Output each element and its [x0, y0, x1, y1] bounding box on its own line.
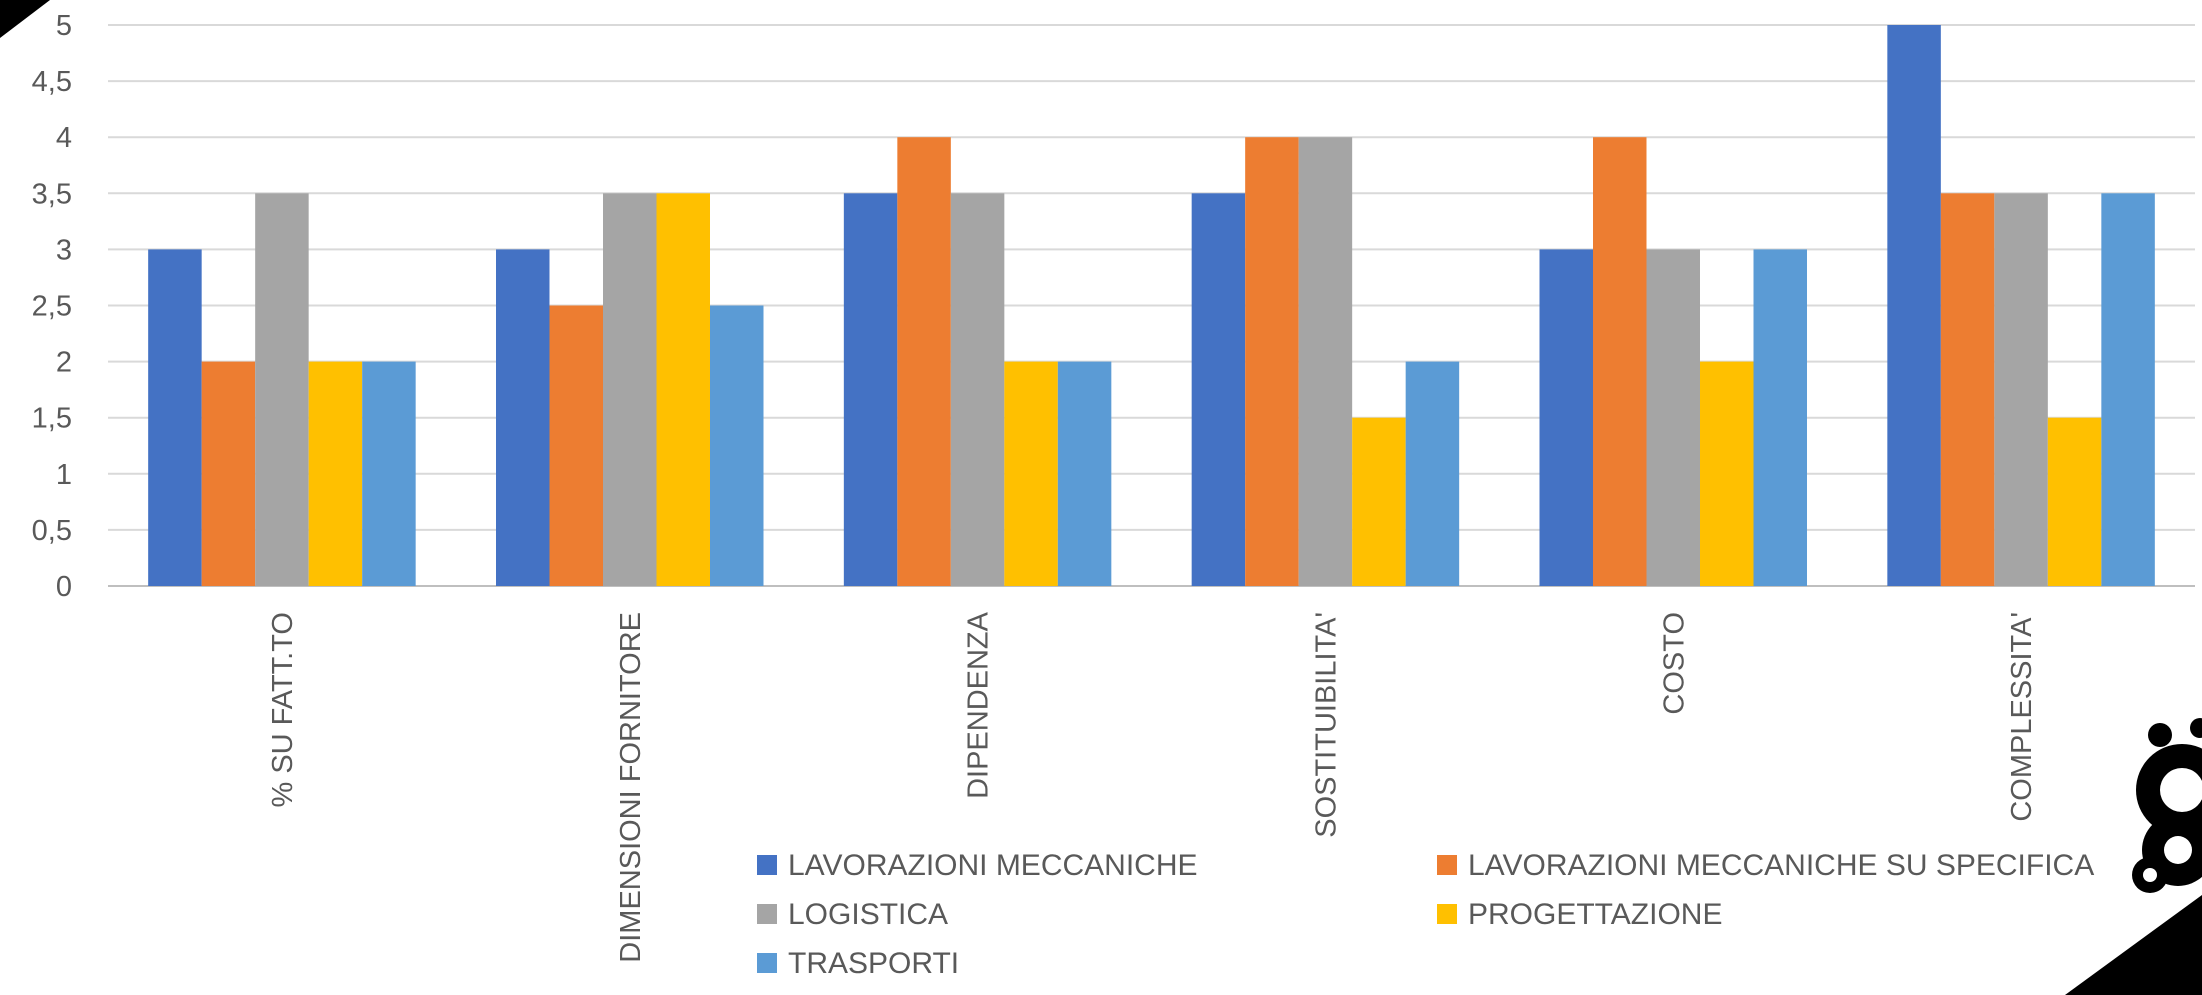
bar — [1539, 249, 1593, 586]
gridlines — [108, 24, 2195, 587]
bar — [1245, 137, 1299, 586]
y-tick-label: 3 — [56, 234, 72, 266]
x-category-label: DIPENDENZA — [963, 611, 995, 799]
legend-label: LAVORAZIONI MECCANICHE — [788, 849, 1198, 882]
y-tick-label: 5 — [56, 10, 72, 42]
y-tick-label: 1,5 — [32, 403, 72, 435]
bar — [201, 361, 256, 586]
bar — [549, 305, 603, 586]
bar — [1593, 137, 1647, 586]
y-tick-label: 3,5 — [32, 178, 72, 210]
legend: LAVORAZIONI MECCANICHE LAVORAZIONI MECCAN… — [757, 849, 2094, 980]
bar — [496, 249, 550, 586]
x-category-label: COMPLESSITA' — [2006, 612, 2038, 822]
bottom-right-corner-decoration — [2065, 895, 2202, 995]
bar — [1994, 193, 2048, 587]
legend-swatch — [1437, 904, 1457, 924]
bar — [2047, 417, 2102, 586]
legend-label: LOGISTICA — [788, 898, 948, 931]
legend-swatch — [1437, 855, 1457, 875]
bar — [897, 137, 951, 586]
y-tick-label: 0 — [56, 571, 72, 603]
y-tick-label: 0,5 — [32, 515, 72, 547]
bar — [362, 361, 416, 586]
bar — [1298, 137, 1353, 586]
legend-label: LAVORAZIONI MECCANICHE SU SPECIFICA — [1468, 849, 2094, 882]
bar — [950, 193, 1005, 587]
y-tick-label: 4,5 — [32, 66, 72, 98]
bar — [1646, 249, 1700, 586]
bar — [255, 193, 309, 587]
x-category-label: SOSTITUIBILITA' — [1310, 612, 1342, 838]
legend-label: TRASPORTI — [788, 947, 959, 980]
legend-label: PROGETTAZIONE — [1468, 898, 1722, 931]
bar — [148, 249, 202, 586]
bar — [1004, 361, 1058, 586]
bar — [2101, 193, 2155, 587]
bar — [1352, 417, 1406, 586]
bar — [656, 193, 710, 587]
bar — [603, 193, 657, 587]
y-tick-label: 4 — [56, 122, 72, 154]
bar — [308, 361, 363, 586]
bar — [1940, 193, 1995, 587]
y-tick-label: 2,5 — [32, 291, 72, 323]
y-tick-label: 2 — [56, 347, 72, 379]
bar — [1700, 361, 1754, 586]
x-category-label: % SU FATT.TO — [267, 612, 299, 808]
bars — [148, 25, 2155, 587]
legend-swatch — [757, 953, 777, 973]
gears-icon — [2132, 718, 2202, 893]
legend-swatch — [757, 904, 777, 924]
bar — [710, 305, 764, 586]
bar — [1057, 361, 1112, 586]
bar — [1753, 249, 1807, 586]
axes: 0 0,5 1 1,5 2 2,5 3 3,5 4 4,5 5 % SU FATT.TO DIMENSI… — [32, 10, 2038, 963]
x-category-label: COSTO — [1658, 612, 1690, 715]
top-left-corner-decoration — [0, 0, 50, 38]
bar — [1191, 193, 1246, 587]
y-tick-label: 1 — [56, 459, 72, 491]
x-category-label: DIMENSIONI FORNITORE — [615, 612, 647, 963]
bar — [1887, 25, 1941, 586]
bar — [1405, 361, 1460, 586]
legend-swatch — [757, 855, 777, 875]
bar — [843, 193, 898, 587]
